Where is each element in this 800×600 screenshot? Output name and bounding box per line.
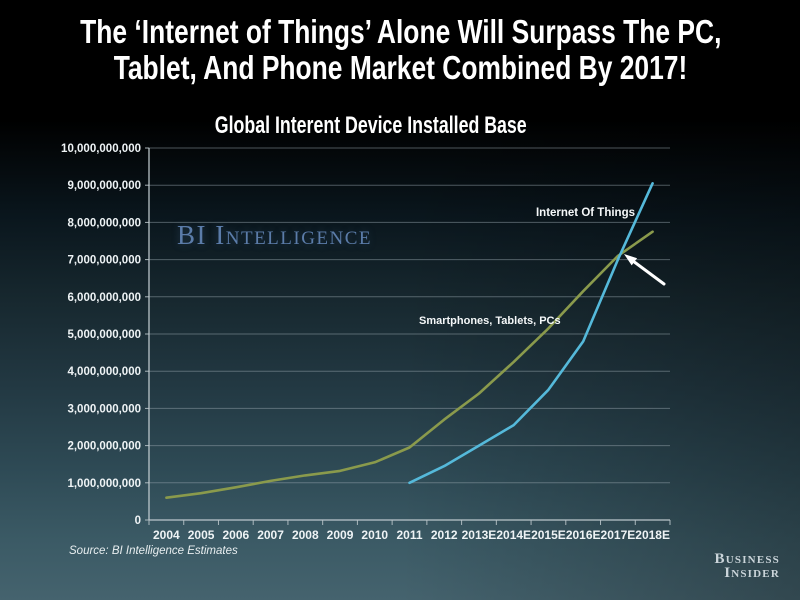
x-tick-label: 2005 [188, 528, 215, 542]
chart-title-text: Global Interent Device Installed Base [215, 112, 527, 139]
headline: The ‘Internet of Things’ Alone Will Surp… [0, 14, 800, 86]
business-insider-logo: Business Insider [714, 551, 780, 581]
y-tick-label: 4,000,000,000 [67, 366, 141, 378]
headline-line-2: Tablet, And Phone Market Combined By 201… [0, 50, 800, 86]
x-tick-label: 2004 [153, 528, 180, 542]
x-tick-label: 2017E [601, 528, 636, 542]
x-tick-label: 2013E [462, 528, 497, 542]
headline-text-1: The ‘Internet of Things’ Alone Will Surp… [80, 13, 722, 50]
business-insider-logo-line-2: Insider [724, 565, 780, 581]
business-insider-logo-line-1: Business [714, 551, 780, 567]
series-label-internet-of-things: Internet Of Things [535, 207, 635, 219]
y-tick-label: 10,000,000,000 [61, 143, 141, 155]
source-note: Source: BI Intelligence Estimates [69, 545, 238, 557]
x-tick-label: 2006 [222, 528, 249, 542]
y-tick-label: 0 [135, 515, 141, 527]
x-tick-label: 2015E [531, 528, 566, 542]
x-tick-label: 2010 [361, 528, 388, 542]
x-tick-label: 2012 [431, 528, 458, 542]
y-tick-label: 5,000,000,000 [67, 329, 141, 341]
x-tick-label: 2011 [396, 528, 422, 542]
y-tick-label: 1,000,000,000 [67, 478, 141, 490]
y-tick-label: 9,000,000,000 [67, 180, 141, 192]
x-tick-label: 2007 [257, 528, 284, 542]
series-line-internet-of-things [408, 182, 654, 485]
x-tick-label: 2008 [292, 528, 319, 542]
y-tick-label: 2,000,000,000 [67, 441, 141, 453]
headline-line-1: The ‘Internet of Things’ Alone Will Surp… [0, 14, 800, 50]
y-tick-label: 6,000,000,000 [67, 292, 141, 304]
x-tick-label: 2018E [635, 528, 670, 542]
headline-text-2: Tablet, And Phone Market Combined By 201… [113, 49, 687, 86]
x-tick-label: 2016E [566, 528, 601, 542]
y-tick-label: 7,000,000,000 [67, 255, 141, 267]
chart-title: Global Interent Device Installed Base [0, 112, 742, 140]
bi-intelligence-watermark: BI Intelligence [177, 220, 373, 250]
y-tick-label: 3,000,000,000 [67, 403, 141, 415]
x-tick-label: 2009 [327, 528, 354, 542]
series-label-smartphones-tablets-pcs: Smartphones, Tablets, PCs [419, 315, 561, 327]
series-line-smartphones-tablets-pcs [165, 230, 654, 500]
crossover-arrow [624, 254, 666, 286]
y-tick-label: 8,000,000,000 [67, 217, 141, 229]
x-tick-label: 2014E [496, 528, 531, 542]
